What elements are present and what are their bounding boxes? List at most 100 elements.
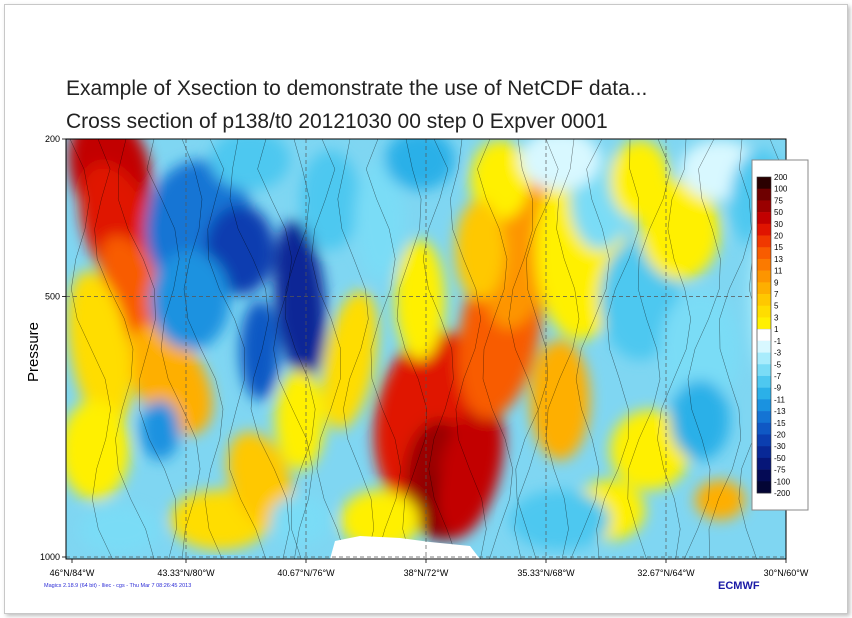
field-blob — [67, 271, 133, 429]
legend-level-label: -11 — [774, 395, 786, 404]
contour-line — [146, 139, 201, 559]
legend-level-label: -3 — [774, 349, 782, 358]
legend-level-label: -20 — [774, 430, 786, 439]
legend-level-label: 11 — [774, 267, 783, 276]
field-blob — [80, 505, 160, 555]
legend-swatch — [757, 282, 771, 295]
legend-swatch — [757, 481, 771, 494]
contour-line — [396, 139, 428, 559]
x-tick-label: 32.67°N/64°W — [637, 568, 695, 578]
legend-swatch — [757, 223, 771, 236]
field-blob — [355, 160, 405, 280]
contour-line — [94, 139, 155, 559]
legend-swatch — [756, 328, 772, 342]
legend-level-label: 1 — [774, 325, 779, 334]
legend-level-label: 5 — [774, 302, 779, 311]
contour-line — [515, 139, 559, 559]
legend-swatch — [757, 177, 771, 189]
y-axis-label: Pressure — [25, 322, 42, 382]
x-tick-label: 40.67°N/76°W — [277, 568, 335, 578]
field-blob — [610, 140, 670, 220]
legend-level-label: -50 — [774, 454, 786, 463]
plot-area — [65, 138, 787, 560]
field-blob — [66, 400, 130, 500]
legend-level-label: -15 — [774, 419, 786, 428]
field-blob — [660, 290, 740, 410]
x-tick-label: 30°N/60°W — [764, 568, 809, 578]
contour-line — [207, 139, 267, 559]
contour-line — [508, 139, 539, 559]
legend-swatch — [757, 457, 771, 470]
x-tick-label: 35.33°N/68°W — [517, 568, 575, 578]
contour-line — [477, 139, 513, 559]
legend-level-label: 3 — [774, 313, 779, 322]
legend-level-label: -9 — [774, 384, 782, 393]
contour-line — [596, 139, 640, 559]
legend-swatch — [757, 434, 771, 447]
legend-swatch — [757, 352, 771, 365]
field-blob — [670, 380, 730, 460]
legend-swatch — [757, 375, 771, 388]
contour-line — [627, 139, 671, 559]
legend-swatch — [757, 317, 771, 330]
legend-swatch — [757, 200, 771, 213]
legend-level-label: 7 — [774, 290, 779, 299]
legend-level-label: 200 — [774, 173, 788, 182]
legend-level-label: 13 — [774, 255, 783, 264]
legend-swatch — [757, 411, 771, 424]
field-blob — [300, 150, 360, 250]
ecmwf-logo: ECMWF — [718, 580, 760, 592]
legend-level-label: 75 — [774, 196, 783, 205]
legend-swatch — [757, 446, 771, 459]
legend-swatch — [757, 258, 771, 271]
legend-level-label: -5 — [774, 360, 782, 369]
contour-line — [570, 139, 610, 559]
legend-level-label: -200 — [774, 489, 791, 498]
field-blob — [227, 431, 293, 529]
legend-swatch — [757, 212, 771, 225]
y-axis: 200 500 1000 — [40, 134, 66, 562]
legend-level-label: 50 — [774, 208, 783, 217]
field-blobs — [66, 139, 786, 555]
terrain-mask — [330, 536, 480, 559]
y-tick-label: 1000 — [40, 552, 60, 562]
contour-line — [181, 139, 224, 559]
legend: 2001007550302015131197531-1-3-5-7-9-11-1… — [751, 159, 809, 511]
y-tick-label: 500 — [45, 292, 60, 302]
x-tick-label: 38°N/72°W — [404, 568, 449, 578]
legend-level-label: -13 — [774, 407, 786, 416]
contour-line — [69, 139, 113, 559]
field-blob — [340, 490, 420, 550]
contour-line — [450, 139, 487, 559]
field-blob — [240, 300, 280, 400]
contour-line — [545, 139, 580, 559]
x-tick-label: 46°N/84°W — [50, 568, 95, 578]
contour-line — [117, 139, 177, 559]
field-blob — [150, 250, 230, 350]
field-blob — [322, 290, 378, 430]
field-blob — [140, 400, 180, 460]
field-blob — [385, 139, 455, 190]
x-axis: 46°N/84°W 43.33°N/80°W 40.67°N/76°W 38°N/72… — [50, 559, 809, 578]
legend-level-label: 100 — [774, 185, 788, 194]
field-blob — [395, 240, 445, 360]
y-tick-label: 200 — [45, 134, 60, 144]
field-blob — [455, 200, 505, 300]
field-shading — [66, 139, 786, 559]
logo-text: ECMWF — [718, 580, 760, 592]
field-blob — [210, 139, 290, 190]
field-blob — [530, 340, 590, 460]
contour-line — [365, 139, 402, 559]
field-blob — [274, 220, 326, 380]
x-tick-label: 43.33°N/80°W — [157, 568, 215, 578]
chart-title-line-1: Example of Xsection to demonstrate the u… — [66, 77, 647, 100]
legend-level-label: 20 — [774, 232, 783, 241]
contour-line — [422, 139, 458, 559]
field-blob — [275, 370, 325, 470]
legend-level-label: 15 — [774, 243, 783, 252]
legend-swatch — [757, 399, 771, 412]
contour-line — [337, 139, 375, 559]
field-blob — [270, 495, 330, 545]
chart-title-line-2: Cross section of p138/t0 20121030 00 ste… — [66, 110, 608, 133]
